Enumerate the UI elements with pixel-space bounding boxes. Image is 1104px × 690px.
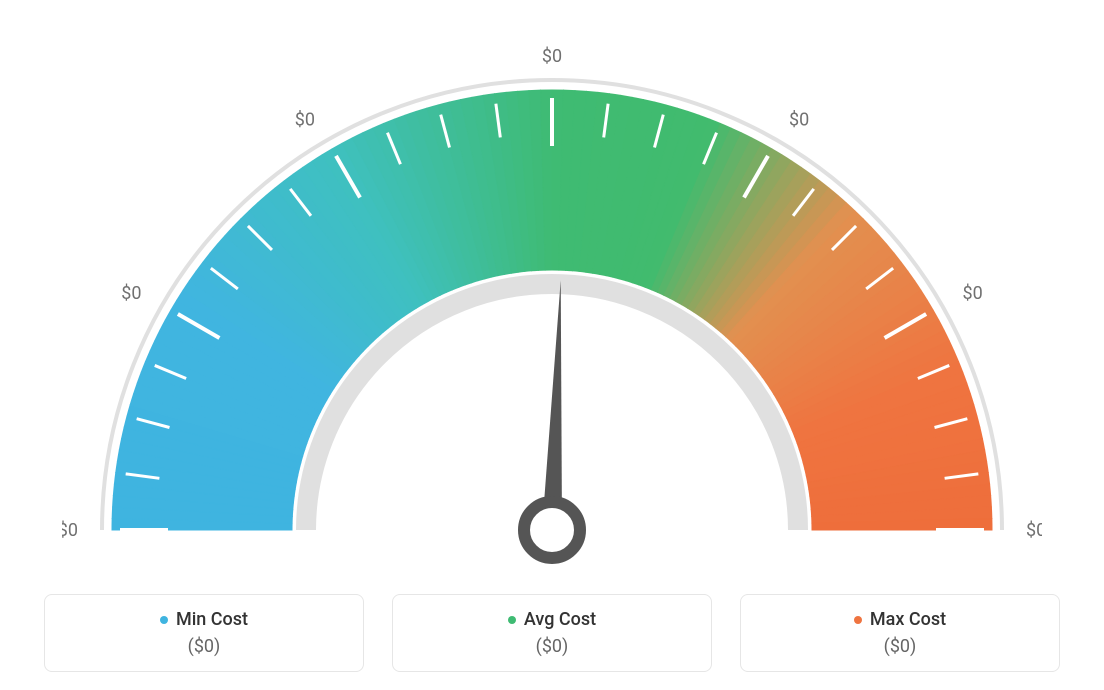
tick-label: $0 xyxy=(62,520,78,541)
gauge-svg: $0 $0 $0 $0 $0 $0 $0 xyxy=(62,30,1042,570)
dot-icon xyxy=(508,616,516,624)
tick-label: $0 xyxy=(121,283,141,304)
dot-icon xyxy=(160,616,168,624)
dot-icon xyxy=(854,616,862,624)
legend-box-max: Max Cost ($0) xyxy=(740,594,1060,673)
tick-label: $0 xyxy=(789,110,809,131)
legend-value: ($0) xyxy=(765,636,1035,657)
legend-label: Avg Cost xyxy=(524,609,596,630)
gauge-needle xyxy=(524,280,580,558)
legend-box-avg: Avg Cost ($0) xyxy=(392,594,712,673)
legend-title-min: Min Cost xyxy=(160,609,248,630)
legend-title-avg: Avg Cost xyxy=(508,609,596,630)
tick-label: $0 xyxy=(1026,520,1042,541)
legend-label: Max Cost xyxy=(870,609,946,630)
legend-value: ($0) xyxy=(69,636,339,657)
legend-row: Min Cost ($0) Avg Cost ($0) Max Cost ($0… xyxy=(44,594,1060,673)
tick-label: $0 xyxy=(295,110,315,131)
gauge-wrap: $0 $0 $0 $0 $0 $0 $0 xyxy=(62,30,1042,570)
legend-value: ($0) xyxy=(417,636,687,657)
legend-title-max: Max Cost xyxy=(854,609,946,630)
tick-label: $0 xyxy=(962,283,982,304)
gauge-chart-container: $0 $0 $0 $0 $0 $0 $0 Min Cost ($0) Avg Cost ($… xyxy=(0,0,1104,690)
legend-box-min: Min Cost ($0) xyxy=(44,594,364,673)
tick-label: $0 xyxy=(542,46,562,67)
legend-label: Min Cost xyxy=(176,609,248,630)
